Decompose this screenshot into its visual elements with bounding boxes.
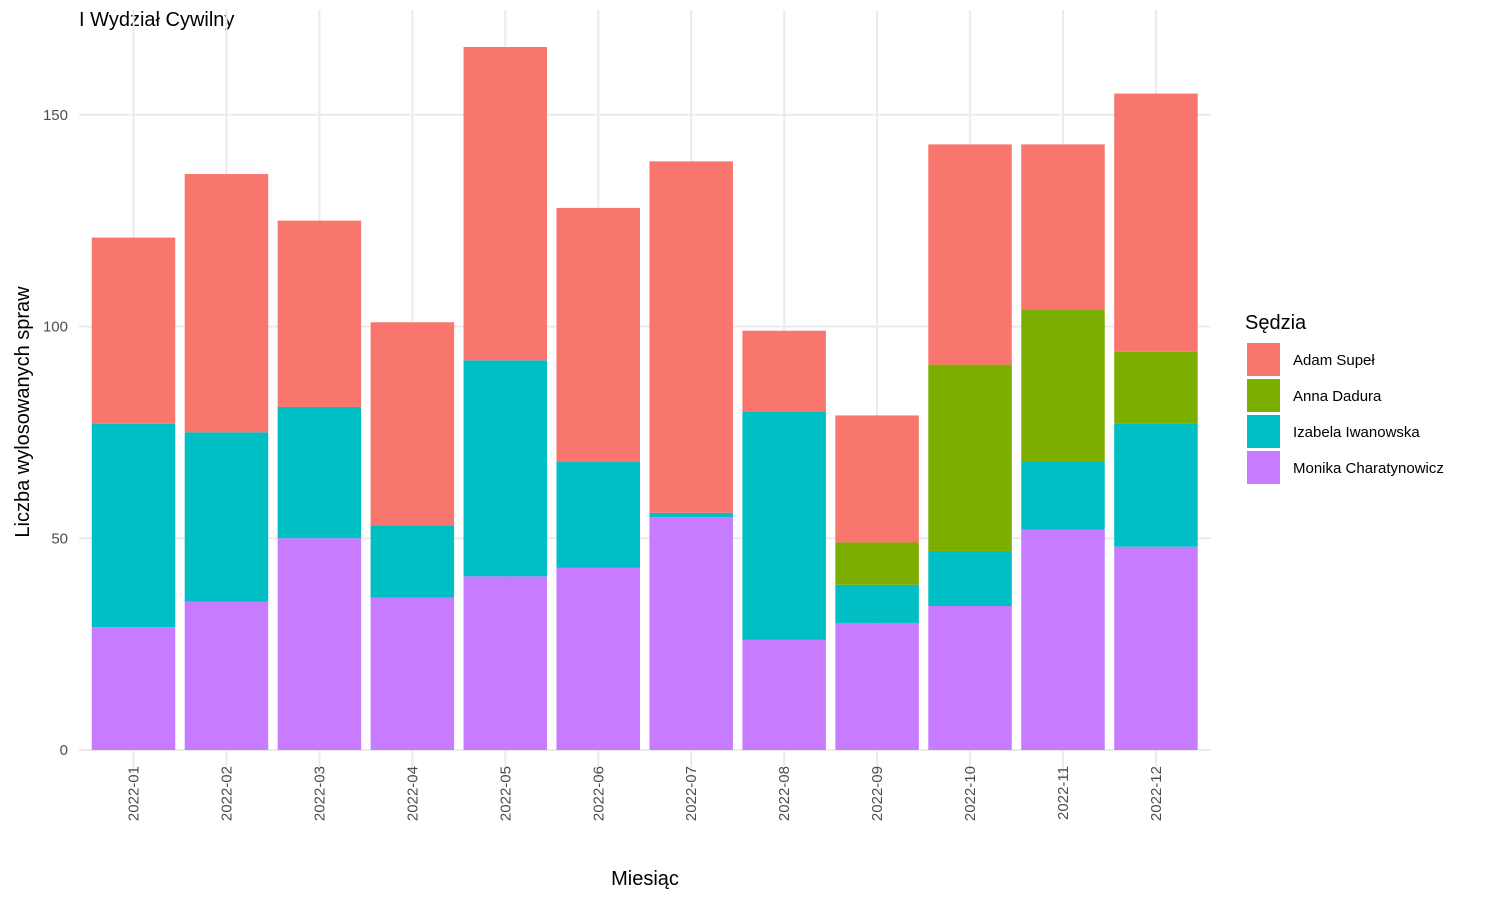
y-tick-label: 150 <box>43 107 68 124</box>
bar-segment <box>649 512 733 518</box>
x-axis-ticks: 2022-01 2022-02 2022-03 2022-04 2022-05 2022-… <box>126 766 1165 821</box>
bar-segment <box>835 542 919 585</box>
legend-label: Izabela Iwanowska <box>1293 424 1420 441</box>
x-tick-label: 2022-05 <box>497 766 514 821</box>
legend-swatch <box>1247 379 1280 412</box>
bar-segment <box>928 144 1012 365</box>
y-tick-label: 50 <box>51 530 68 547</box>
bar-segment <box>91 237 176 424</box>
bar-segment <box>649 161 733 513</box>
bar-segment <box>277 538 362 750</box>
x-tick-label: 2022-10 <box>962 766 979 821</box>
bar-segment <box>928 606 1012 750</box>
bar-segment <box>835 622 919 750</box>
bar-segment <box>1114 93 1198 352</box>
bar-segment <box>277 220 362 407</box>
bar-segment <box>370 597 455 750</box>
bar-segment <box>835 584 919 623</box>
bar-segment <box>1021 462 1105 530</box>
bar-segment <box>91 423 176 628</box>
bar-segment <box>370 322 455 526</box>
legend-label: Anna Dadura <box>1293 388 1382 405</box>
bar-segment <box>556 462 640 568</box>
legend-label: Monika Charatynowicz <box>1293 460 1444 477</box>
bar-segment <box>463 360 548 577</box>
x-tick-label: 2022-09 <box>869 766 886 821</box>
bar-segment <box>928 364 1012 551</box>
bar-segment <box>742 639 826 750</box>
x-tick-label: 2022-07 <box>683 766 700 821</box>
x-tick-label: 2022-12 <box>1148 766 1165 821</box>
bar-segment <box>742 411 826 640</box>
legend: Sędzia Adam Supeł Anna Dadura Izabela Iwan… <box>1245 312 1444 484</box>
bar-segment <box>91 627 176 750</box>
x-tick-label: 2022-06 <box>590 766 607 821</box>
bar-segment <box>370 525 455 598</box>
bar-segment <box>1114 546 1198 750</box>
bars <box>91 46 1198 750</box>
y-tick-label: 0 <box>60 742 68 759</box>
legend-label: Adam Supeł <box>1293 352 1375 369</box>
x-tick-label: 2022-03 <box>311 766 328 821</box>
bar-segment <box>184 601 269 750</box>
bar-segment <box>184 432 269 602</box>
bar-segment <box>463 46 548 361</box>
bar-segment <box>649 517 733 750</box>
legend-swatch <box>1247 415 1280 448</box>
legend-title: Sędzia <box>1245 312 1307 334</box>
bar-segment <box>277 406 362 539</box>
bar-segment <box>184 174 269 433</box>
x-tick-label: 2022-08 <box>776 766 793 821</box>
bar-segment <box>928 550 1012 607</box>
bar-segment <box>835 415 919 543</box>
bar-segment <box>1021 309 1105 463</box>
x-tick-label: 2022-01 <box>126 766 143 821</box>
x-tick-label: 2022-02 <box>218 766 235 821</box>
bar-segment <box>556 567 640 750</box>
bar-segment <box>1114 351 1198 424</box>
x-tick-label: 2022-04 <box>404 766 421 821</box>
y-axis-ticks: 0 50 100 150 <box>43 107 68 759</box>
x-axis-title: Miesiąc <box>611 868 679 890</box>
y-axis-title: Liczba wylosowanych spraw <box>12 286 34 538</box>
x-tick-label: 2022-11 <box>1055 766 1072 820</box>
bar-segment <box>556 207 640 463</box>
bar-segment <box>1114 423 1198 547</box>
bar-segment <box>1021 529 1105 750</box>
legend-swatch <box>1247 451 1280 484</box>
bar-segment <box>463 576 548 750</box>
y-tick-label: 100 <box>43 319 68 336</box>
bar-segment <box>1021 144 1105 310</box>
bar-segment <box>742 330 826 412</box>
chart-title: I Wydział Cywilny <box>79 9 234 31</box>
legend-swatch <box>1247 343 1280 376</box>
